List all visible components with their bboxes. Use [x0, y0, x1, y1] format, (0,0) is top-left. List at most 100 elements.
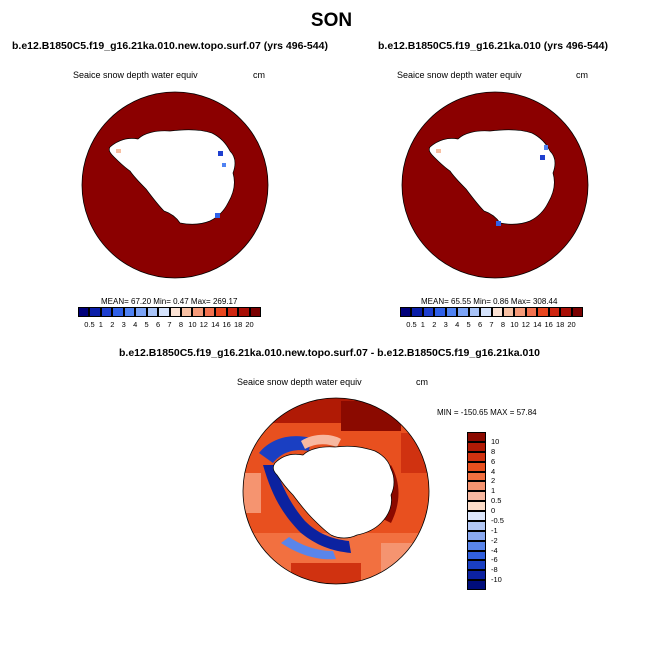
- left-colorbar-swatch: [238, 307, 250, 317]
- page-title: SON: [310, 10, 353, 31]
- left-map-antarctica: [108, 129, 236, 225]
- left-colorbar-tick-label: 1: [98, 320, 103, 329]
- right-colorbar-tick-label: 20: [567, 320, 576, 329]
- diff-colorbar-tick-label: 1: [491, 486, 496, 496]
- diff-colorbar-swatch: [467, 441, 486, 452]
- right-map-antarctica: [428, 129, 556, 225]
- left-max-label: Max=: [190, 297, 211, 306]
- left-colorbar-tick-label: 3: [121, 320, 126, 329]
- left-min-value: 0.47: [173, 297, 189, 306]
- right-panel-map: [401, 91, 589, 279]
- right-colorbar-swatch: [491, 307, 503, 317]
- right-panel-stats: MEAN= 65.55 Min= 0.86 Max= 308.44: [421, 297, 557, 306]
- diff-colorbar-swatch: [467, 530, 486, 541]
- left-panel-unit-label: cm: [253, 70, 265, 80]
- right-mean-value: 65.55: [451, 297, 472, 306]
- right-colorbar-swatch: [400, 307, 412, 317]
- right-colorbar-swatch: [434, 307, 446, 317]
- left-max-value: 269.17: [212, 297, 238, 306]
- left-map-coastal-blue-cells: [116, 149, 226, 218]
- diff-colorbar-swatch: [467, 570, 486, 581]
- left-colorbar-ticks: 0.5 1 2 3 4 5 6 7 8 10 12 14 16 18 20: [78, 320, 261, 330]
- left-mean-label: MEAN=: [101, 297, 129, 306]
- diff-panel-case-title: b.e12.B1850C5.f19_g16.21ka.010.new.topo.…: [119, 347, 541, 359]
- right-colorbar-swatch: [457, 307, 469, 317]
- diff-colorbar-swatch: [467, 471, 486, 482]
- left-colorbar-swatch: [215, 307, 227, 317]
- diff-colorbar-tick-label: 4: [491, 466, 496, 476]
- right-colorbar-swatch: [502, 307, 515, 317]
- right-colorbar-swatch: [525, 307, 538, 317]
- right-colorbar-swatch: [548, 307, 561, 317]
- right-panel-case-title: b.e12.B1850C5.f19_g16.21ka.010 (yrs 496-…: [378, 40, 608, 52]
- right-colorbar-tick-label: 0.5: [406, 320, 417, 329]
- right-colorbar-swatch: [537, 307, 549, 317]
- left-panel-stats: MEAN= 67.20 Min= 0.47 Max= 269.17: [101, 297, 237, 306]
- left-colorbar-tick-label: 0.5: [84, 320, 95, 329]
- diff-colorbar-swatch: [467, 461, 486, 472]
- right-colorbar-swatch: [445, 307, 458, 317]
- right-colorbar-swatch: [468, 307, 481, 317]
- right-colorbar-tick-label: 7: [489, 320, 494, 329]
- diff-colorbar-swatch: [467, 520, 486, 531]
- right-colorbar-tick-label: 14: [533, 320, 542, 329]
- diff-colorbar-swatch: [467, 511, 486, 521]
- right-panel-unit-label: cm: [576, 70, 588, 80]
- diff-colorbar: [467, 432, 486, 590]
- left-colorbar-tick-label: 20: [245, 320, 254, 329]
- right-colorbar-tick-label: 16: [544, 320, 553, 329]
- diff-colorbar-swatch: [467, 580, 486, 590]
- diff-colorbar-ticks: 10 8 6 4 2 1 0.5 0 -0.5 -1 -2 -4 -6 -8 -10: [491, 432, 521, 590]
- left-panel-case-title: b.e12.B1850C5.f19_g16.21ka.010.new.topo.…: [12, 40, 328, 52]
- right-min-value: 0.86: [493, 297, 509, 306]
- diff-colorbar-swatch: [467, 540, 486, 551]
- right-max-label: Max=: [510, 297, 531, 306]
- right-colorbar-swatch: [411, 307, 423, 317]
- left-colorbar-swatch: [158, 307, 170, 317]
- right-min-label: Min=: [473, 297, 491, 306]
- right-colorbar-tick-label: 5: [466, 320, 471, 329]
- left-colorbar-tick-label: 10: [188, 320, 197, 329]
- diff-colorbar-tick-label: 8: [491, 446, 496, 456]
- right-panel-variable-label: Seaice snow depth water equiv: [397, 70, 522, 80]
- diff-colorbar-tick-label: -2: [491, 535, 498, 545]
- left-colorbar-tick-label: 7: [167, 320, 172, 329]
- right-colorbar-swatch: [422, 307, 435, 317]
- left-colorbar-tick-label: 18: [233, 320, 243, 329]
- left-colorbar-swatch: [123, 307, 136, 317]
- diff-colorbar-swatch: [467, 432, 486, 442]
- diff-colorbar-tick-label: 0: [491, 506, 496, 515]
- diff-colorbar-tick-label: -8: [491, 565, 498, 575]
- right-colorbar-tick-label: 4: [455, 320, 460, 329]
- left-colorbar-tick-label: 2: [110, 320, 115, 329]
- diff-colorbar-swatch: [467, 560, 486, 571]
- right-max-value: 308.44: [532, 297, 558, 306]
- left-colorbar-tick-label: 8: [178, 320, 184, 329]
- left-colorbar-swatch: [78, 307, 90, 317]
- right-colorbar-tick-label: 10: [510, 320, 519, 329]
- left-colorbar-tick-label: 14: [211, 320, 220, 329]
- right-colorbar-tick-label: 8: [500, 320, 506, 329]
- diff-colorbar-swatch: [467, 481, 486, 492]
- diff-colorbar-tick-label: 6: [491, 456, 496, 466]
- right-colorbar-swatch: [514, 307, 526, 317]
- left-colorbar-tick-label: 12: [199, 320, 208, 329]
- diff-panel-unit-label: cm: [416, 377, 428, 387]
- left-colorbar-swatch: [112, 307, 124, 317]
- left-mean-value: 67.20: [131, 297, 152, 306]
- right-colorbar-swatch: [480, 307, 492, 317]
- diff-colorbar-swatch: [467, 501, 486, 511]
- left-panel-map: [81, 91, 269, 279]
- diff-colorbar-tick-label: -10: [491, 575, 502, 585]
- left-colorbar-tick-label: 16: [222, 320, 231, 329]
- left-colorbar-swatch: [249, 307, 261, 317]
- left-min-label: Min=: [153, 297, 171, 306]
- left-colorbar-swatch: [203, 307, 216, 317]
- right-colorbar-swatch: [571, 307, 583, 317]
- right-colorbar-tick-label: 6: [477, 320, 483, 329]
- diff-panel-variable-label: Seaice snow depth water equiv: [237, 377, 362, 387]
- right-colorbar-ticks: 0.5 1 2 3 4 5 6 7 8 10 12 14 16 18 20: [400, 320, 583, 330]
- diff-panel-stats: MIN = -150.65 MAX = 57.84: [437, 408, 537, 417]
- left-colorbar-swatch: [135, 307, 147, 317]
- left-colorbar: [78, 307, 261, 317]
